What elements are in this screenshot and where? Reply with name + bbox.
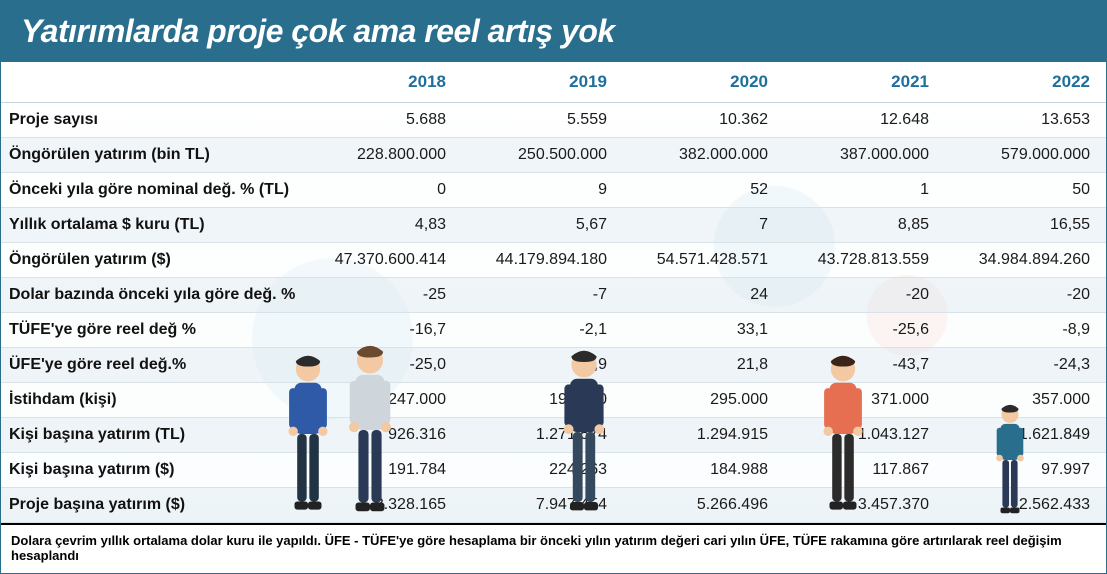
row-value: 926.316 — [301, 418, 462, 453]
row-value: -20 — [945, 278, 1106, 313]
header-year-0: 2018 — [301, 62, 462, 103]
row-label: Yıllık ortalama $ kuru (TL) — [1, 208, 301, 243]
row-label: Önceki yıla göre nominal değ. % (TL) — [1, 173, 301, 208]
row-value: 47.370.600.414 — [301, 243, 462, 278]
row-value: 43.728.813.559 — [784, 243, 945, 278]
data-table: 2018 2019 2020 2021 2022 Proje sayısı5.6… — [1, 62, 1106, 523]
row-value: 117.867 — [784, 453, 945, 488]
row-label: İstihdam (kişi) — [1, 383, 301, 418]
row-value: 357.000 — [945, 383, 1106, 418]
row-value: 97.997 — [945, 453, 1106, 488]
row-value: 5.266.496 — [623, 488, 784, 523]
row-value: 387.000.000 — [784, 138, 945, 173]
row-value: -25,0 — [301, 348, 462, 383]
row-value: 21,8 — [623, 348, 784, 383]
row-value: 382.000.000 — [623, 138, 784, 173]
footnote: Dolara çevrim yıllık ortalama dolar kuru… — [1, 523, 1106, 573]
row-value: 1 — [784, 173, 945, 208]
row-value: -16,7 — [301, 313, 462, 348]
row-value: 5.688 — [301, 103, 462, 138]
row-label: ÜFE'ye göre reel değ.% — [1, 348, 301, 383]
row-value: 1.043.127 — [784, 418, 945, 453]
row-value: 295.000 — [623, 383, 784, 418]
row-value: 52 — [623, 173, 784, 208]
row-value: -25,6 — [784, 313, 945, 348]
row-value: 1.621.849 — [945, 418, 1106, 453]
header-row: 2018 2019 2020 2021 2022 — [1, 62, 1106, 103]
row-label: Kişi başına yatırım ($) — [1, 453, 301, 488]
row-value: 24 — [623, 278, 784, 313]
row-label: Dolar bazında önceki yıla göre değ. % — [1, 278, 301, 313]
row-value: -7 — [462, 278, 623, 313]
row-value: 371.000 — [784, 383, 945, 418]
row-value: 44.179.894.180 — [462, 243, 623, 278]
row-value: 197.000 — [462, 383, 623, 418]
row-value: 250.500.000 — [462, 138, 623, 173]
table-body: Proje sayısı5.6885.55910.36212.64813.653… — [1, 103, 1106, 523]
footnote-text: Dolara çevrim yıllık ortalama dolar kuru… — [11, 533, 1062, 563]
row-value: 5,67 — [462, 208, 623, 243]
row-value: 0 — [301, 173, 462, 208]
row-value: 54.571.428.571 — [623, 243, 784, 278]
row-value: 1.294.915 — [623, 418, 784, 453]
row-value: -25 — [301, 278, 462, 313]
row-value: 2.562.433 — [945, 488, 1106, 523]
row-value: 5.559 — [462, 103, 623, 138]
row-value: 16,55 — [945, 208, 1106, 243]
row-label: TÜFE'ye göre reel değ % — [1, 313, 301, 348]
infographic-container: Yatırımlarda proje çok ama reel artış yo… — [0, 0, 1107, 574]
table-row: ÜFE'ye göre reel değ.%-25,01,921,8-43,7-… — [1, 348, 1106, 383]
row-value: -24,3 — [945, 348, 1106, 383]
header-blank — [1, 62, 301, 103]
row-value: 34.984.894.260 — [945, 243, 1106, 278]
row-label: Proje sayısı — [1, 103, 301, 138]
table-area: 2018 2019 2020 2021 2022 Proje sayısı5.6… — [1, 62, 1106, 523]
title-bar: Yatırımlarda proje çok ama reel artış yo… — [1, 1, 1106, 62]
row-value: 33,1 — [623, 313, 784, 348]
row-value: 12.648 — [784, 103, 945, 138]
table-row: Kişi başına yatırım ($)191.784224.263184… — [1, 453, 1106, 488]
row-value: 4,83 — [301, 208, 462, 243]
table-row: Dolar bazında önceki yıla göre değ. %-25… — [1, 278, 1106, 313]
table-row: TÜFE'ye göre reel değ %-16,7-2,133,1-25,… — [1, 313, 1106, 348]
table-row: Öngörülen yatırım (bin TL)228.800.000250… — [1, 138, 1106, 173]
row-value: 8.328.165 — [301, 488, 462, 523]
row-value: 224.263 — [462, 453, 623, 488]
table-row: Kişi başına yatırım (TL)926.3161.271.574… — [1, 418, 1106, 453]
row-value: 7 — [623, 208, 784, 243]
row-value: 247.000 — [301, 383, 462, 418]
row-value: 50 — [945, 173, 1106, 208]
row-value: -43,7 — [784, 348, 945, 383]
row-value: 191.784 — [301, 453, 462, 488]
row-label: Proje başına yatırım ($) — [1, 488, 301, 523]
row-value: 8,85 — [784, 208, 945, 243]
row-value: 228.800.000 — [301, 138, 462, 173]
table-row: Proje sayısı5.6885.55910.36212.64813.653 — [1, 103, 1106, 138]
row-value: 579.000.000 — [945, 138, 1106, 173]
header-year-1: 2019 — [462, 62, 623, 103]
header-year-2: 2020 — [623, 62, 784, 103]
row-value: 3.457.370 — [784, 488, 945, 523]
row-value: 10.362 — [623, 103, 784, 138]
row-value: 184.988 — [623, 453, 784, 488]
row-value: 13.653 — [945, 103, 1106, 138]
table-row: İstihdam (kişi)247.000197.000295.000371.… — [1, 383, 1106, 418]
table-row: Proje başına yatırım ($)8.328.1657.947.4… — [1, 488, 1106, 523]
row-value: 1,9 — [462, 348, 623, 383]
row-value: 7.947.454 — [462, 488, 623, 523]
row-label: Öngörülen yatırım ($) — [1, 243, 301, 278]
table-row: Yıllık ortalama $ kuru (TL)4,835,6778,85… — [1, 208, 1106, 243]
row-value: -8,9 — [945, 313, 1106, 348]
row-label: Kişi başına yatırım (TL) — [1, 418, 301, 453]
row-value: 9 — [462, 173, 623, 208]
table-row: Önceki yıla göre nominal değ. % (TL)0952… — [1, 173, 1106, 208]
row-value: -2,1 — [462, 313, 623, 348]
row-value: -20 — [784, 278, 945, 313]
table-row: Öngörülen yatırım ($)47.370.600.41444.17… — [1, 243, 1106, 278]
row-value: 1.271.574 — [462, 418, 623, 453]
title-text: Yatırımlarda proje çok ama reel artış yo… — [21, 13, 615, 49]
header-year-4: 2022 — [945, 62, 1106, 103]
row-label: Öngörülen yatırım (bin TL) — [1, 138, 301, 173]
header-year-3: 2021 — [784, 62, 945, 103]
